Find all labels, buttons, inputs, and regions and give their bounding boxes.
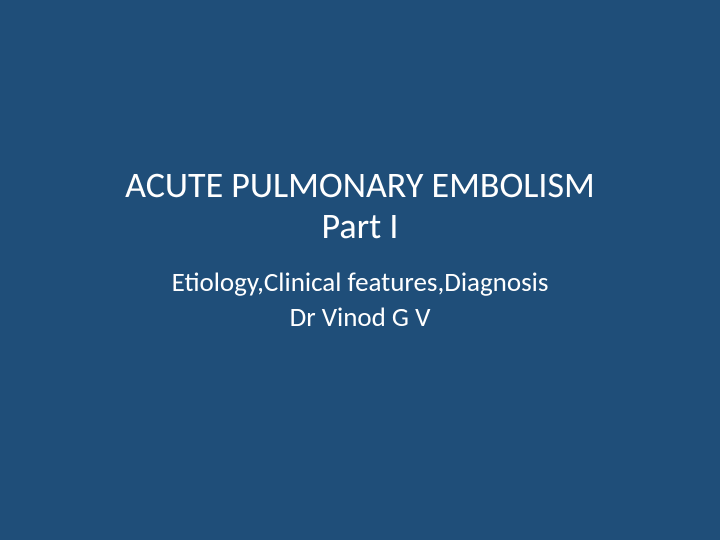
subtitle-line-1: Etiology,Clinical features,Diagnosis (172, 265, 549, 300)
title-line-2: Part I (125, 206, 595, 247)
title-block: ACUTE PULMONARY EMBOLISM Part I (125, 165, 595, 248)
title-slide: ACUTE PULMONARY EMBOLISM Part I Etiology… (0, 0, 720, 540)
title-line-1: ACUTE PULMONARY EMBOLISM (125, 165, 595, 206)
subtitle-block: Etiology,Clinical features,Diagnosis Dr … (172, 265, 549, 335)
subtitle-line-2: Dr Vinod G V (172, 300, 549, 335)
